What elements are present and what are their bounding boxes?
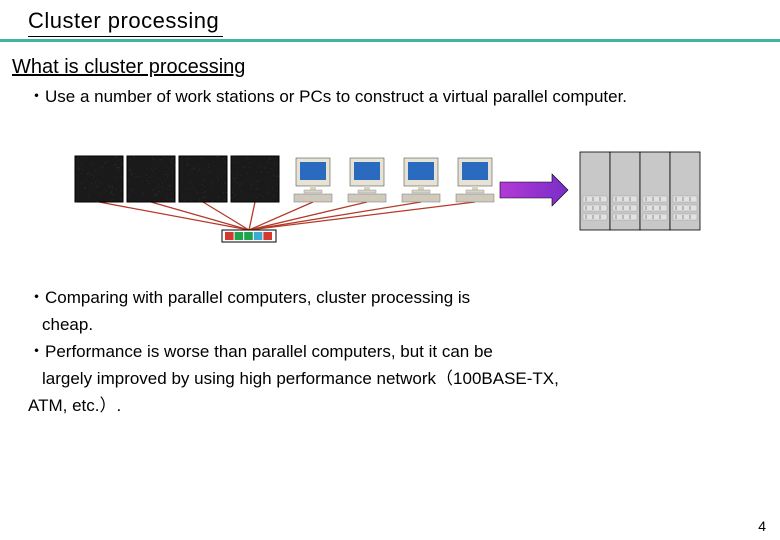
point-1-line-2: cheap.: [28, 311, 752, 338]
diagram-svg: [0, 122, 780, 272]
bullet-points: ・Comparing with parallel computers, clus…: [0, 276, 780, 420]
point-2-line-2: largely improved by using high performan…: [28, 365, 752, 392]
section-subtitle: What is cluster processing: [0, 42, 780, 85]
point-1-line-1: ・Comparing with parallel computers, clus…: [28, 288, 470, 307]
cluster-diagram: [0, 122, 780, 272]
point-2-line-1: ・Performance is worse than parallel comp…: [28, 342, 493, 361]
intro-paragraph: ・Use a number of work stations or PCs to…: [0, 85, 780, 110]
page-title: Cluster processing: [28, 8, 223, 37]
point-2-line-3: ATM, etc.）.: [28, 396, 121, 415]
page-number: 4: [758, 518, 766, 534]
